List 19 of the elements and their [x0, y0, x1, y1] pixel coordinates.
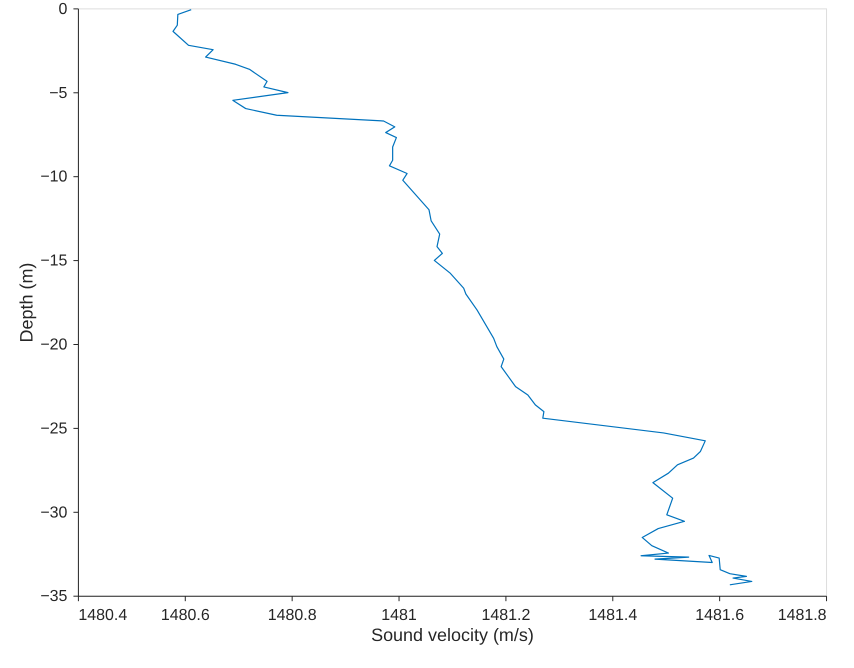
y-tick-label: −20 — [40, 336, 68, 354]
x-tick-label: 1481.4 — [588, 607, 638, 624]
y-tick-label: 0 — [58, 0, 68, 18]
x-tick-label: 1480.6 — [160, 607, 210, 624]
x-tick-label: 1480.8 — [268, 607, 317, 624]
x-tick-label: 1480.4 — [78, 607, 128, 624]
y-tick-label: −15 — [40, 252, 68, 270]
x-tick-label: 1481.8 — [778, 607, 827, 624]
y-tick-label: −25 — [40, 420, 68, 438]
x-tick-label: 1481.2 — [481, 607, 530, 624]
y-tick-label: −10 — [40, 168, 68, 186]
x-tick-label: 1481.6 — [695, 607, 744, 624]
y-tick-label: −35 — [40, 588, 68, 606]
y-axis-title: Depth (m) — [16, 262, 36, 342]
y-tick-label: −30 — [40, 504, 68, 522]
y-tick-label: −5 — [49, 84, 68, 102]
line-series — [172, 9, 752, 586]
x-tick-label: 1481 — [381, 607, 417, 624]
x-axis-title: Sound velocity (m/s) — [371, 625, 534, 646]
